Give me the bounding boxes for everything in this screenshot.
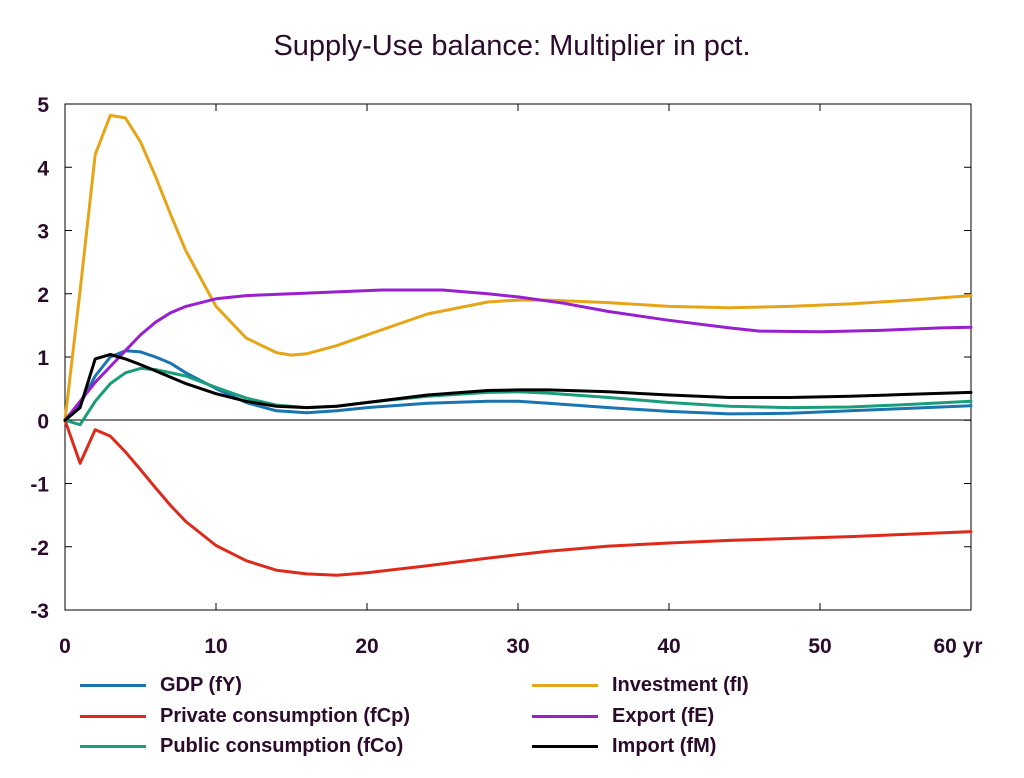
chart-title: Supply-Use balance: Multiplier in pct. — [273, 30, 751, 62]
series-line-private-consumption — [63, 418, 973, 577]
x-tick-label: 60 yr — [933, 635, 982, 658]
series-line-import — [63, 353, 973, 422]
series-line-export — [63, 288, 973, 422]
y-tick-label: 1 — [37, 347, 49, 370]
y-tick-label: -1 — [30, 474, 49, 497]
series-line-investment — [63, 113, 973, 422]
x-tick-label: 30 — [506, 635, 529, 658]
x-tick-label: 50 — [808, 635, 831, 658]
x-tick-label: 0 — [59, 635, 71, 658]
y-tick-label: 2 — [37, 284, 49, 307]
y-tick-label: -2 — [30, 537, 49, 560]
x-tick-label: 20 — [355, 635, 378, 658]
y-tick-label: 3 — [37, 221, 49, 244]
y-tick-label: 4 — [37, 157, 49, 180]
x-tick-label: 40 — [657, 635, 680, 658]
x-tick-label: 10 — [204, 635, 227, 658]
y-tick-label: 0 — [37, 410, 49, 433]
series-lines — [63, 113, 973, 577]
y-tick-label: 5 — [37, 94, 49, 117]
y-tick-label: -3 — [30, 600, 49, 623]
series-line-gdp — [63, 349, 973, 422]
